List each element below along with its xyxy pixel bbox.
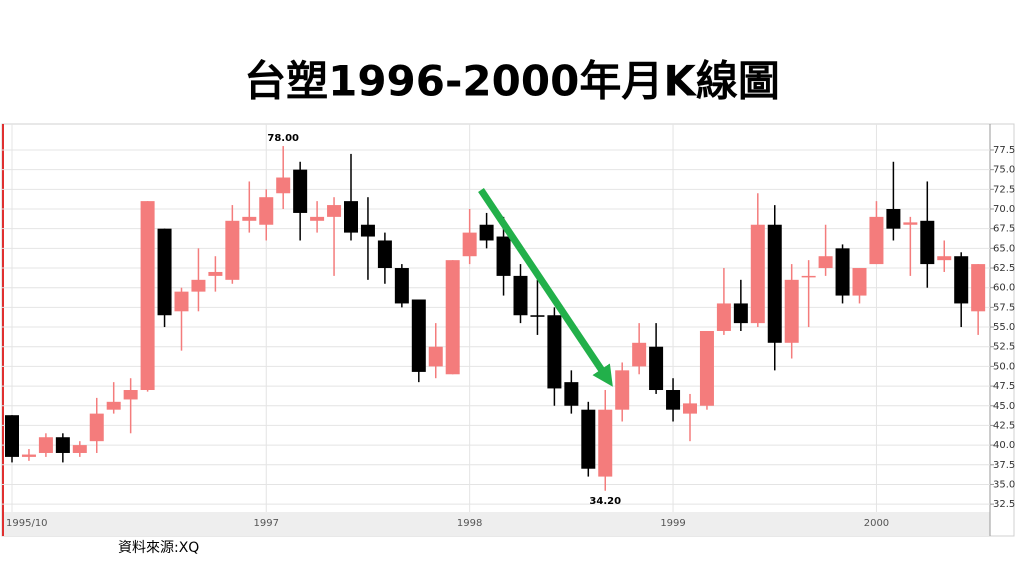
candle-body [89, 413, 104, 442]
y-tick-label: 67.5 [993, 224, 1015, 235]
y-tick-label: 52.5 [993, 342, 1015, 353]
candle-body [123, 390, 138, 400]
candle-body [462, 232, 477, 257]
y-tick-label: 55.0 [993, 322, 1015, 333]
candle-body [140, 201, 155, 391]
candle-body [479, 224, 494, 241]
min-label: 34.20 [589, 496, 621, 507]
candle-body [699, 330, 714, 406]
candle-body [38, 437, 53, 453]
candle-body [293, 169, 308, 213]
y-tick-label: 37.5 [993, 460, 1015, 471]
candle-body [310, 216, 325, 221]
candle-body [632, 342, 647, 367]
trend-arrow [478, 188, 613, 387]
candle-body [72, 445, 87, 453]
y-tick-label: 77.5 [993, 145, 1015, 156]
candle-body [716, 303, 731, 331]
x-tick-label: 1997 [254, 518, 279, 529]
candle-body [886, 208, 901, 229]
candle-body [581, 409, 596, 469]
candle-body [242, 216, 257, 221]
candle-body [411, 299, 426, 372]
candle-body [360, 224, 375, 237]
candle-body [21, 454, 36, 457]
candle-body [496, 236, 511, 276]
y-tick-label: 45.0 [993, 401, 1015, 412]
x-tick-label: 2000 [864, 518, 889, 529]
x-tick-label: 1998 [457, 518, 482, 529]
candles: 78.00 34.20 [5, 133, 986, 507]
grid: 32.5 35.0 37.5 40.0 42.5 45.0 47.5 50.0 52.5 55.0… [2, 124, 1015, 529]
candle-body [344, 201, 358, 233]
candle-body [259, 197, 274, 225]
candle-body [818, 256, 833, 269]
candle-body [801, 275, 816, 278]
candle-body [225, 220, 240, 280]
y-tick-label: 50.0 [993, 361, 1015, 372]
candle-body [55, 437, 70, 453]
candle-body [869, 216, 884, 265]
candle-body [377, 240, 392, 269]
y-tick-label: 40.0 [993, 440, 1015, 451]
y-tick-label: 70.0 [993, 204, 1015, 215]
candle-body [191, 279, 206, 292]
candle-body [666, 390, 681, 410]
candle-body [564, 382, 579, 406]
y-tick-label: 35.0 [993, 479, 1015, 490]
candle-body [920, 220, 935, 265]
y-tick-label: 32.5 [993, 499, 1015, 510]
candle-body [276, 177, 291, 194]
y-tick-label: 42.5 [993, 420, 1015, 431]
candle-body [733, 303, 748, 324]
candle-body [784, 279, 799, 343]
candle-body [428, 346, 443, 367]
chart-title: 台塑1996-2000年月K線圖 [244, 57, 780, 106]
candle-body [394, 268, 409, 304]
x-tick-label: 1999 [660, 518, 685, 529]
max-label: 78.00 [267, 133, 299, 144]
candle-body [835, 248, 850, 296]
y-tick-label: 75.0 [993, 165, 1015, 176]
candle-body [530, 315, 545, 317]
candle-body [106, 401, 121, 410]
y-tick-label: 72.5 [993, 184, 1015, 195]
y-tick-label: 57.5 [993, 302, 1015, 313]
candle-body [513, 275, 528, 316]
plot-frame [1, 123, 1015, 537]
candle-body [649, 346, 664, 391]
y-tick-label: 60.0 [993, 283, 1015, 294]
y-tick-label: 65.0 [993, 243, 1015, 254]
candle-body [954, 256, 969, 304]
candle-body [157, 228, 172, 316]
candle-body [903, 222, 918, 225]
candle-body [615, 370, 630, 410]
source-note: 資料來源:XQ [118, 540, 199, 556]
y-tick-label: 47.5 [993, 381, 1015, 392]
candle-body [547, 315, 562, 389]
candle-body [598, 409, 613, 477]
candle-body [174, 291, 189, 312]
candle-body [5, 415, 19, 457]
candle-body [937, 256, 952, 261]
candle-body [683, 403, 697, 414]
candle-body [767, 224, 782, 343]
candle-body [327, 205, 342, 217]
candle-body [445, 260, 460, 375]
candle-body [208, 271, 223, 276]
candle-body [971, 264, 986, 312]
x-tick-label: 1995/10 [6, 518, 48, 529]
x-axis-band [2, 512, 990, 536]
candle-body [750, 224, 765, 324]
y-tick-label: 62.5 [993, 263, 1015, 274]
candle-body [852, 268, 867, 296]
